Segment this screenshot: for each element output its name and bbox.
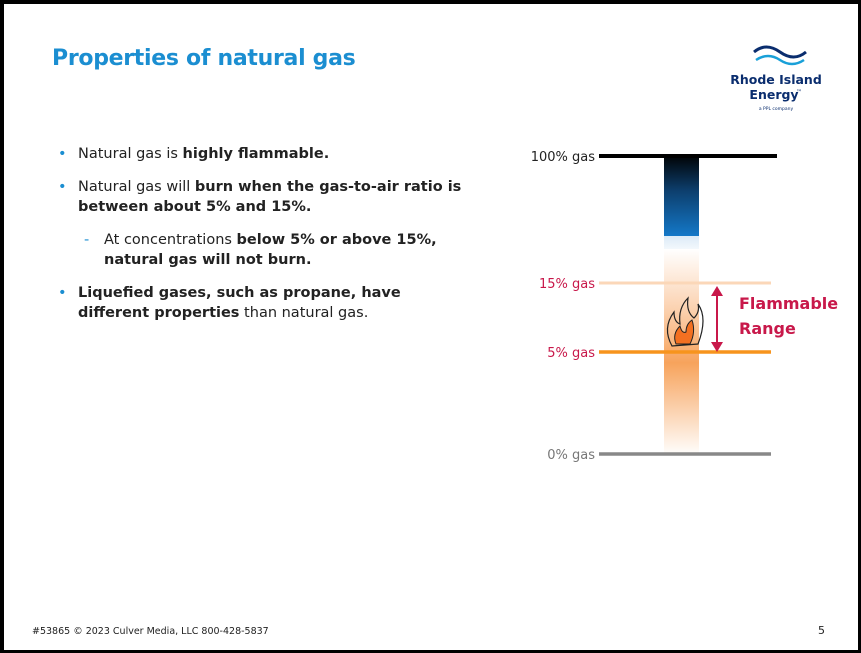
level-label: 15% gas [539,277,595,292]
diagram: Rhode Island Energy ™ a PPL company 100%… [4,4,861,653]
footer-credit: #53865 © 2023 Culver Media, LLC 800-428-… [32,626,269,637]
range-label: Flammable [739,294,838,313]
logo-text: Rhode Island [730,72,822,87]
page-number: 5 [818,624,825,637]
logo-text: Energy [749,87,798,102]
logo-wave [754,47,806,57]
level-label: 5% gas [547,346,595,361]
level-label: 100% gas [531,150,596,165]
gas-column-top [664,154,699,236]
logo-trademark: ™ [796,89,802,96]
level-label: 0% gas [547,448,595,463]
logo-tagline: a PPL company [759,106,794,112]
slide: Properties of natural gas Natural gas is… [0,0,861,653]
range-label: Range [739,319,796,338]
